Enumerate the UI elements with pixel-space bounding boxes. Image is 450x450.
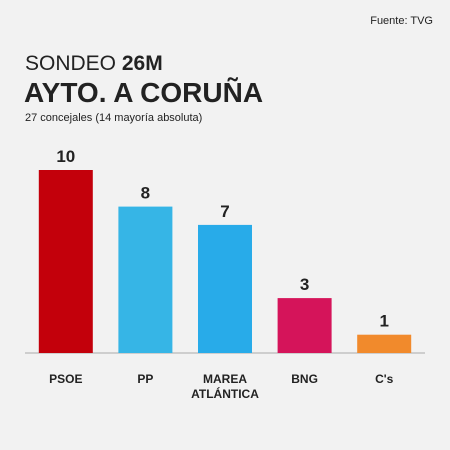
value-label: 10: [56, 147, 75, 166]
x-tick-label: BNG: [291, 372, 318, 386]
value-label: 7: [220, 202, 229, 221]
value-label: 8: [141, 184, 150, 203]
bar: [277, 298, 332, 353]
bar: [357, 334, 412, 353]
value-label: 1: [379, 312, 388, 331]
bar: [38, 170, 93, 353]
subtitle: AYTO. A CORUÑA: [24, 77, 263, 108]
title-emphasis: 26M: [122, 52, 163, 75]
value-label: 3: [300, 275, 309, 294]
note: 27 concejales (14 mayoría absoluta): [25, 112, 202, 124]
x-tick-label: PP: [137, 372, 153, 386]
bar: [198, 224, 252, 353]
bar: [118, 206, 173, 353]
source: Fuente: TVG: [370, 15, 433, 27]
x-tick-label: MAREA ATLÁNTICA: [191, 372, 259, 401]
chart-title: SONDEO 26M: [25, 52, 163, 75]
title: SONDEO: [25, 52, 116, 75]
x-tick-label: C's: [375, 372, 394, 386]
x-tick-label: PSOE: [49, 372, 82, 386]
